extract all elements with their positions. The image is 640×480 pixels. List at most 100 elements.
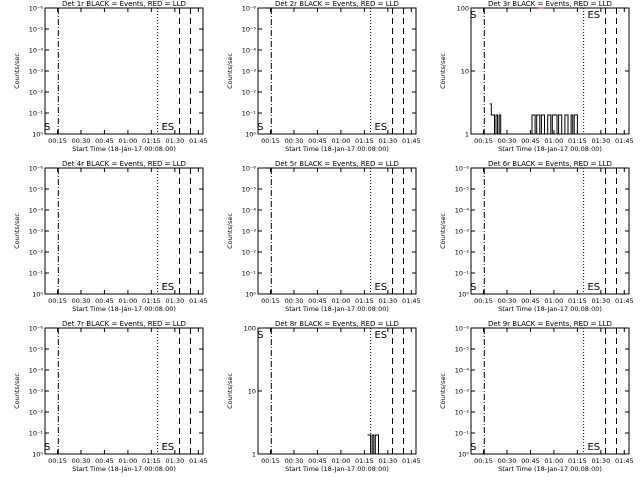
y-tick-label: 10⁻² [242, 89, 257, 97]
event-marker-s: S [168, 122, 174, 133]
x-tick-label: 00:15 [474, 297, 493, 305]
y-tick-label: 10⁻¹ [455, 270, 470, 278]
x-tick-label: 00:30 [285, 137, 304, 145]
event-marker-s: S [594, 282, 600, 293]
x-tick-label: 01:45 [402, 137, 421, 145]
x-tick-label: 00:45 [95, 137, 114, 145]
event-marker-s: S [381, 282, 387, 293]
x-tick-label: 01:00 [119, 297, 138, 305]
chart-title: Det 3r BLACK = Events, RED = LLD [488, 0, 612, 8]
y-tick-label: 10⁻¹ [29, 270, 44, 278]
x-tick-label: 00:30 [498, 457, 517, 465]
y-axis-label: Counts/sec [439, 373, 447, 409]
x-axis-label: Start Time (18-Jan-17 00:08:00) [285, 305, 389, 313]
x-tick-label: 00:15 [474, 457, 493, 465]
chart-title: Det 8r BLACK = Events, RED = LLD [275, 320, 399, 328]
y-tick-label: 10⁻⁶ [29, 5, 44, 13]
x-tick-label: 00:30 [498, 137, 517, 145]
x-tick-label: 00:30 [72, 457, 91, 465]
y-tick-label: 1 [252, 451, 256, 459]
x-tick-label: 01:30 [378, 297, 397, 305]
chart-title: Det 7r BLACK = Events, RED = LLD [62, 320, 186, 328]
event-marker-s: S [594, 10, 600, 21]
event-marker-s: S [470, 282, 476, 293]
chart-title: Det 5r BLACK = Events, RED = LLD [275, 160, 399, 168]
event-marker-s: S [44, 442, 50, 453]
x-tick-label: 01:00 [119, 137, 138, 145]
event-marker-e: E [375, 282, 381, 293]
y-tick-label: 10⁻³ [242, 228, 257, 236]
x-tick-label: 00:45 [308, 457, 327, 465]
y-tick-label: 10⁻³ [29, 388, 44, 396]
x-tick-label: 00:45 [308, 297, 327, 305]
y-tick-label: 10⁻³ [29, 228, 44, 236]
event-marker-s: S [257, 330, 263, 341]
x-tick-label: 01:00 [545, 297, 564, 305]
x-axis-label: Start Time (18-Jan-17 00:08:00) [285, 465, 389, 473]
event-marker-s: S [381, 122, 387, 133]
event-marker-e: E [162, 442, 168, 453]
y-tick-label: 10⁻⁴ [242, 207, 257, 215]
y-axis-label: Counts/sec [439, 213, 447, 249]
y-tick-label: 10⁰ [245, 131, 256, 139]
x-axis-label: Start Time (18-Jan-17 00:08:00) [72, 145, 176, 153]
event-marker-e: E [375, 122, 381, 133]
x-tick-label: 01:45 [402, 457, 421, 465]
event-marker-s: S [168, 282, 174, 293]
y-tick-label: 10⁻⁵ [29, 346, 44, 354]
y-tick-label: 10⁻² [29, 89, 44, 97]
x-tick-label: 00:30 [72, 137, 91, 145]
x-tick-label: 01:45 [615, 297, 634, 305]
y-tick-label: 10⁰ [458, 291, 469, 299]
y-tick-label: 10⁻⁵ [29, 186, 44, 194]
event-marker-s: S [594, 442, 600, 453]
x-tick-label: 01:45 [615, 457, 634, 465]
y-tick-label: 10⁻⁴ [29, 367, 44, 375]
y-tick-label: 10 [461, 68, 469, 76]
x-tick-label: 00:45 [521, 457, 540, 465]
x-tick-label: 00:15 [261, 137, 280, 145]
chart-panel-3: Det 3r BLACK = Events, RED = LLD 1 10 100 00… [439, 0, 634, 153]
x-tick-label: 01:15 [142, 297, 161, 305]
chart-panel-2: Det 2r BLACK = Events, RED = LLD 10⁰ 10⁻¹ 1… [226, 0, 421, 153]
y-tick-label: 10⁻² [242, 249, 257, 257]
x-tick-label: 01:15 [568, 457, 587, 465]
chart-panel-8: Det 8r BLACK = Events, RED = LLD 1 10 100 00… [226, 320, 421, 473]
x-tick-label: 00:45 [521, 297, 540, 305]
chart-panel-1: Det 1r BLACK = Events, RED = LLD 10⁰ 10⁻¹ 1… [13, 0, 208, 153]
y-tick-label: 10⁰ [245, 291, 256, 299]
event-marker-e: E [162, 282, 168, 293]
series-line [367, 434, 380, 455]
y-tick-label: 10⁻¹ [29, 430, 44, 438]
x-tick-label: 01:00 [332, 457, 351, 465]
x-tick-label: 01:15 [142, 137, 161, 145]
x-tick-label: 01:00 [545, 457, 564, 465]
y-tick-label: 10⁻² [455, 409, 470, 417]
chart-panel-9: Det 9r BLACK = Events, RED = LLD 10⁰ 10⁻¹ 1… [439, 320, 634, 473]
x-tick-label: 01:15 [355, 297, 374, 305]
y-axis-label: Counts/sec [226, 373, 234, 409]
chart-panel-4: Det 4r BLACK = Events, RED = LLD 10⁰ 10⁻¹ 1… [13, 160, 208, 313]
chart-title: Det 6r BLACK = Events, RED = LLD [488, 160, 612, 168]
chart-title: Det 1r BLACK = Events, RED = LLD [62, 0, 186, 8]
x-axis-label: Start Time (18-Jan-17 00:08:00) [498, 305, 602, 313]
event-marker-s: S [168, 442, 174, 453]
x-tick-label: 01:30 [591, 137, 610, 145]
x-axis-label: Start Time (18-Jan-17 00:08:00) [498, 465, 602, 473]
y-tick-label: 10⁻¹ [242, 270, 257, 278]
chart-title: Det 9r BLACK = Events, RED = LLD [488, 320, 612, 328]
y-tick-label: 10⁻² [29, 249, 44, 257]
x-tick-label: 00:45 [95, 297, 114, 305]
x-axis-label: Start Time (18-Jan-17 00:08:00) [498, 145, 602, 153]
y-axis-label: Counts/sec [439, 53, 447, 89]
y-tick-label: 1 [465, 131, 469, 139]
y-axis-label: Counts/sec [226, 53, 234, 89]
y-axis-label: Counts/sec [13, 53, 21, 89]
event-marker-e: E [588, 10, 594, 21]
event-marker-e: E [588, 442, 594, 453]
y-tick-label: 10⁻⁶ [242, 5, 257, 13]
y-tick-label: 10⁰ [32, 451, 43, 459]
x-tick-label: 00:15 [48, 457, 67, 465]
y-tick-label: 10⁻⁵ [455, 186, 470, 194]
